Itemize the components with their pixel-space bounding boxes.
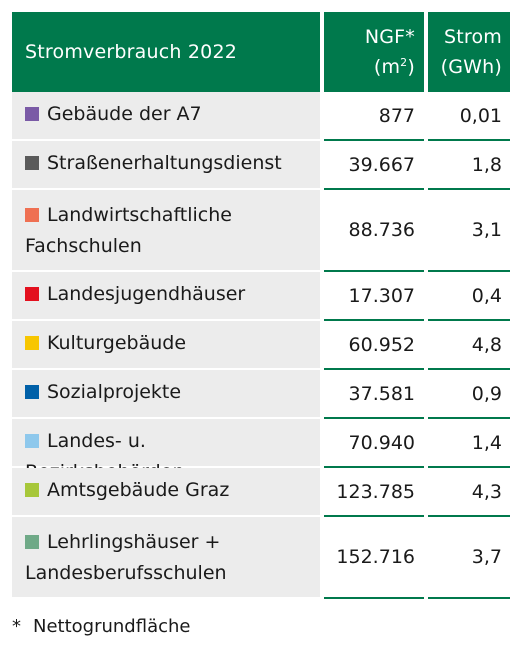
ngf-value: 37.581 (324, 370, 424, 419)
table-header: Stromverbrauch 2022 NGF* (m2) Strom (GWh… (12, 12, 510, 92)
ngf-value: 17.307 (324, 272, 424, 321)
strom-value: 1,8 (428, 141, 510, 190)
strom-value: 0,01 (428, 92, 510, 141)
column-header-ngf: NGF* (m2) (324, 12, 424, 92)
table-row: Amtsgebäude Graz 123.785 4,3 (12, 468, 510, 517)
row-label: Sozialprojekte (47, 381, 182, 403)
legend-swatch (25, 434, 39, 448)
strom-value: 4,8 (428, 321, 510, 370)
ngf-value: 88.736 (324, 190, 424, 272)
legend-swatch (25, 156, 39, 170)
ngf-value: 152.716 (324, 517, 424, 599)
legend-swatch (25, 483, 39, 497)
row-label: Landesjugendhäuser (47, 283, 246, 305)
table-row: Kulturgebäude 60.952 4,8 (12, 321, 510, 370)
row-label-cell: Landwirtschaftliche Fachschulen (12, 190, 320, 272)
ngf-value: 70.940 (324, 419, 424, 468)
row-label-cell: Kulturgebäude (12, 321, 320, 370)
ngf-value: 39.667 (324, 141, 424, 190)
table-row: Lehrlingshäuser + Landesberufsschulen 15… (12, 517, 510, 599)
row-label: Lehrlingshäuser + Landesberufsschulen (25, 531, 227, 584)
strom-value: 4,3 (428, 468, 510, 517)
column-header-strom-unit: (GWh) (440, 56, 502, 78)
row-label: Gebäude der A7 (47, 103, 202, 125)
footnote-mark: * (12, 616, 21, 637)
legend-swatch (25, 208, 39, 222)
legend-swatch (25, 336, 39, 350)
footnote-text: Nettogrundfläche (33, 616, 191, 637)
table-row: Gebäude der A7 877 0,01 (12, 92, 510, 141)
row-label-cell: Straßenerhaltungsdienst (12, 141, 320, 190)
row-label-cell: Landesjugendhäuser (12, 272, 320, 321)
ngf-value: 123.785 (324, 468, 424, 517)
row-label: Landwirtschaftliche Fachschulen (25, 204, 232, 257)
strom-value: 0,9 (428, 370, 510, 419)
strom-value: 1,4 (428, 419, 510, 468)
legend-swatch (25, 107, 39, 121)
row-label: Kulturgebäude (47, 332, 187, 354)
legend-swatch (25, 385, 39, 399)
table-row: Landes- u. Bezirksbehörden 70.940 1,4 (12, 419, 510, 483)
strom-value: 3,7 (428, 517, 510, 599)
row-label-cell: Gebäude der A7 (12, 92, 320, 141)
legend-swatch (25, 535, 39, 549)
consumption-table: Stromverbrauch 2022 NGF* (m2) Strom (GWh… (12, 12, 510, 599)
ngf-value: 60.952 (324, 321, 424, 370)
footnote: * Nettogrundfläche (12, 616, 190, 637)
row-label: Straßenerhaltungsdienst (47, 152, 282, 174)
row-label: Amtsgebäude Graz (47, 479, 230, 501)
row-label-cell: Landes- u. Bezirksbehörden (12, 419, 320, 483)
strom-value: 0,4 (428, 272, 510, 321)
column-header-strom-label: Strom (443, 26, 502, 48)
row-label-cell: Lehrlingshäuser + Landesberufsschulen (12, 517, 320, 599)
row-label-cell: Amtsgebäude Graz (12, 468, 320, 517)
strom-value: 3,1 (428, 190, 510, 272)
table-title: Stromverbrauch 2022 (12, 12, 320, 92)
legend-swatch (25, 287, 39, 301)
row-label-cell: Sozialprojekte (12, 370, 320, 419)
table-row: Landesjugendhäuser 17.307 0,4 (12, 272, 510, 321)
table-row: Sozialprojekte 37.581 0,9 (12, 370, 510, 419)
table-row: Landwirtschaftliche Fachschulen 88.736 3… (12, 190, 510, 272)
table-row: Straßenerhaltungsdienst 39.667 1,8 (12, 141, 510, 190)
column-header-ngf-label: NGF* (364, 26, 415, 48)
column-header-ngf-unit: (m2) (373, 56, 415, 78)
ngf-value: 877 (324, 92, 424, 141)
column-header-strom: Strom (GWh) (428, 12, 510, 92)
